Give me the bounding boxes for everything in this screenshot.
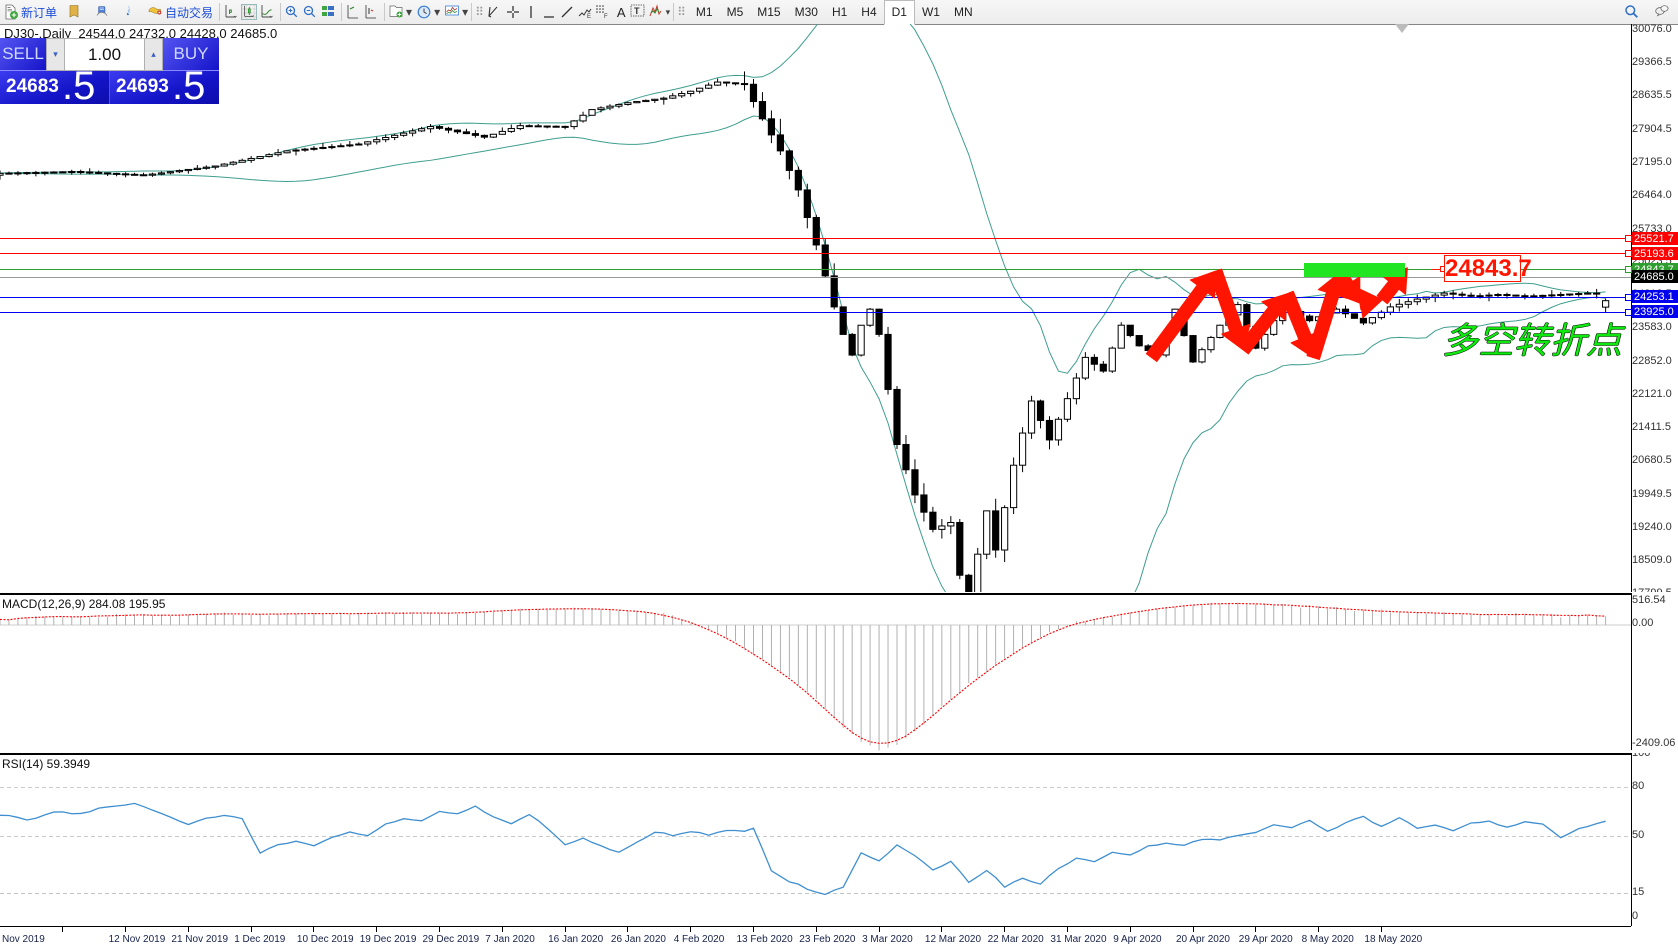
svg-text:F: F [604, 14, 608, 20]
svg-text:T: T [634, 6, 640, 16]
svg-text:E: E [587, 14, 591, 20]
